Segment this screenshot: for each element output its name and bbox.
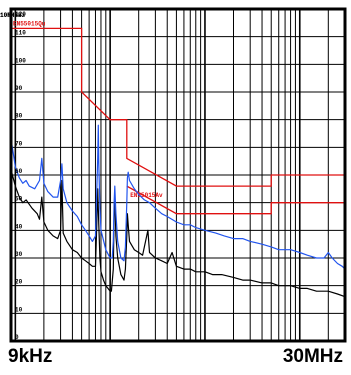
y-tick-label: 120 bbox=[15, 11, 26, 18]
y-tick-label: 0 bbox=[15, 334, 19, 341]
y-tick-label: 50 bbox=[15, 196, 23, 203]
y-tick-label: 110 bbox=[15, 30, 26, 37]
measurement-traces bbox=[10, 124, 346, 298]
y-tick-label: 60 bbox=[15, 168, 23, 175]
y-tick-label: 20 bbox=[15, 279, 23, 286]
start-frequency-label: 9kHz bbox=[8, 346, 53, 367]
x-tick-label: 100 kHz bbox=[0, 12, 26, 19]
limit-lines: EN55015Qu EN55015Av bbox=[11, 21, 345, 215]
y-tick-label: 70 bbox=[15, 140, 23, 147]
limit-line-label: EN55015Av bbox=[130, 192, 163, 199]
y-tick-label: 100 bbox=[15, 57, 26, 64]
limit-line-2 bbox=[126, 185, 345, 215]
y-tick-label: 40 bbox=[15, 223, 23, 230]
limit-line-1 bbox=[11, 27, 345, 187]
x-tick-label: 1 MHz bbox=[0, 12, 18, 19]
trace-2 bbox=[10, 169, 346, 298]
limit-line-label: EN55015Qu bbox=[13, 21, 46, 28]
plot-frame bbox=[9, 7, 347, 343]
stop-frequency-label: 30MHz bbox=[282, 346, 343, 367]
y-tick-label: 10 bbox=[15, 306, 23, 313]
y-tick-label: 80 bbox=[15, 113, 23, 120]
y-tick-label: 90 bbox=[15, 85, 23, 92]
y-tick-label: 30 bbox=[15, 251, 23, 258]
trace-1 bbox=[10, 124, 346, 270]
